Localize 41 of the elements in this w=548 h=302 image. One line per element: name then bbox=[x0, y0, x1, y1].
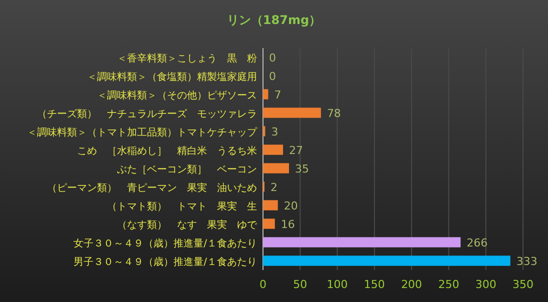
data-label: 0 bbox=[269, 51, 276, 64]
bar bbox=[263, 256, 510, 266]
data-label: 0 bbox=[269, 70, 276, 83]
x-tick-label: 0 bbox=[260, 278, 266, 291]
y-tick-label: ＜調味料類＞（食塩類）精製塩家庭用 bbox=[87, 70, 257, 83]
x-tick-label: 50 bbox=[293, 278, 308, 291]
y-tick-label: ＜調味料類＞（その他）ピザソース bbox=[97, 89, 257, 102]
data-label: 27 bbox=[289, 144, 304, 157]
bar bbox=[263, 218, 275, 229]
chart-title: リン（187mg） bbox=[226, 13, 322, 27]
data-label: 266 bbox=[466, 236, 488, 250]
y-tick-label: （トマト類） トマト 果実 生 bbox=[107, 200, 257, 212]
y-tick-label: （ピーマン類） 青ピーマン 果実 油いため bbox=[47, 182, 257, 194]
data-label: 20 bbox=[284, 199, 298, 212]
y-tick-label: （チーズ類） ナチュラルチーズ モッツァレラ bbox=[37, 108, 257, 120]
x-tick-label: 100 bbox=[326, 278, 348, 291]
y-tick-label: （なす類） なす 果実 ゆで bbox=[117, 218, 258, 231]
x-tick-label: 150 bbox=[364, 278, 385, 291]
data-label: 16 bbox=[280, 218, 295, 231]
y-tick-label: こめ ［水稲めし］ 精白米 うるち米 bbox=[77, 144, 257, 157]
bar bbox=[263, 108, 321, 118]
bar bbox=[263, 200, 278, 210]
x-tick-label: 250 bbox=[438, 278, 460, 291]
bar bbox=[263, 237, 461, 248]
bar bbox=[263, 163, 289, 174]
data-label: 333 bbox=[516, 254, 538, 268]
x-tick-label: 200 bbox=[401, 278, 422, 291]
y-tick-label: 男子３０～４９（歳）推進量/１食あたり bbox=[74, 256, 257, 268]
bar bbox=[263, 89, 268, 100]
y-tick-label: ぶた［ベーコン類］ ベーコン bbox=[117, 163, 257, 176]
bar bbox=[263, 144, 284, 155]
y-tick-label: ＜香辛料類＞こしょう 黒 粉 bbox=[117, 52, 257, 64]
data-label: 7 bbox=[274, 88, 282, 102]
y-tick-label: 女子３０～４９（歳）推進量/１食あたり bbox=[74, 237, 257, 250]
x-tick-label: 300 bbox=[475, 278, 496, 291]
data-label: 78 bbox=[326, 106, 341, 120]
data-label: 35 bbox=[295, 162, 309, 176]
data-label: 2 bbox=[270, 180, 278, 194]
x-tick-label: 350 bbox=[512, 278, 534, 291]
data-label: 3 bbox=[271, 125, 278, 138]
y-tick-label: ＜調味料類＞（トマト加工品類）トマトケチャップ bbox=[27, 126, 258, 138]
